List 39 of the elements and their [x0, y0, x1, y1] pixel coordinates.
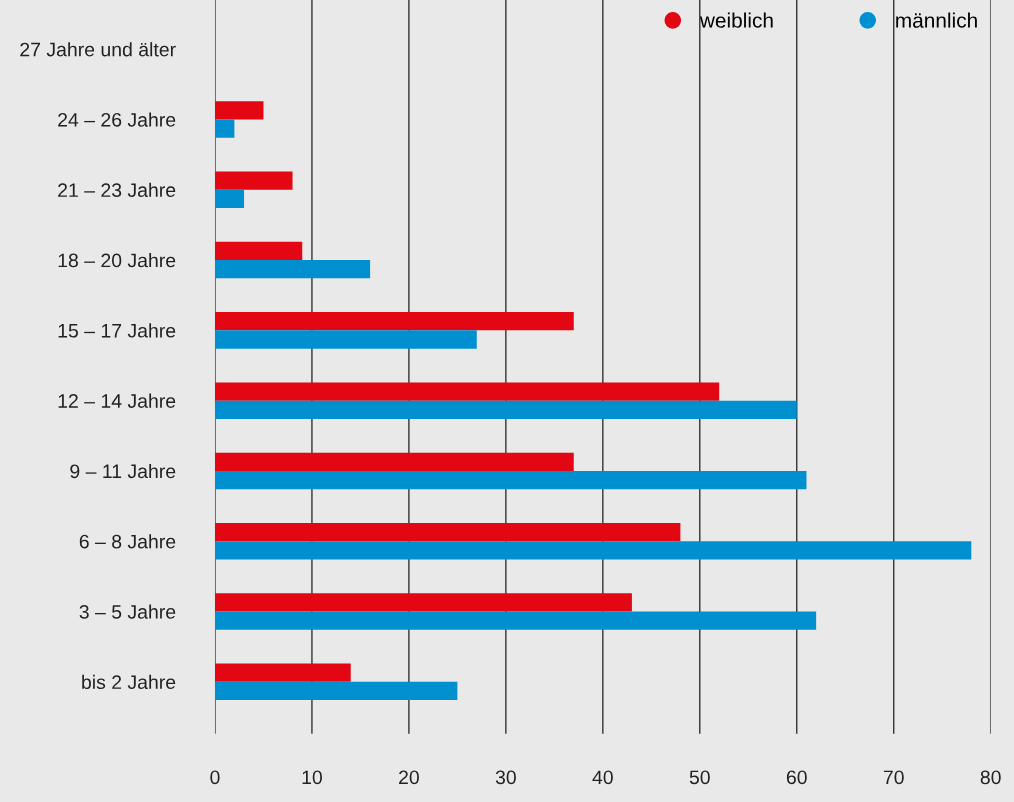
y-tick-label: 21 – 23 Jahre — [58, 182, 176, 198]
x-tick-label: 40 — [592, 770, 613, 785]
x-tick-label: 80 — [980, 770, 1001, 785]
y-tick-label: 27 Jahre und älter — [20, 42, 176, 57]
bar — [214, 611, 817, 630]
y-tick-label: 6 – 8 Jahre — [79, 534, 176, 549]
y-tick-label: 18 – 20 Jahre — [58, 253, 176, 268]
bar — [214, 541, 972, 560]
x-tick-label: 70 — [883, 770, 904, 785]
x-tick-label: 10 — [302, 770, 322, 785]
bar — [214, 681, 458, 701]
x-tick-label: 50 — [689, 770, 710, 785]
x-tick-label: 60 — [786, 770, 807, 785]
bar — [214, 663, 351, 682]
bar — [214, 400, 797, 419]
y-tick-label: bis 2 Jahre — [82, 674, 176, 690]
bar — [214, 171, 293, 190]
bar — [214, 101, 264, 120]
y-tick-label: 9 – 11 Jahre — [70, 463, 176, 479]
bar — [214, 312, 574, 331]
x-tick-label: 20 — [399, 770, 419, 785]
legend-label: männlich — [896, 12, 977, 28]
bar — [214, 189, 245, 209]
bar — [214, 452, 574, 471]
x-tick-label: 0 — [210, 770, 220, 785]
bar — [214, 522, 681, 542]
bar — [214, 382, 720, 401]
bar — [214, 470, 807, 490]
y-tick-label: 3 – 5 Jahre — [79, 604, 176, 619]
bar — [214, 593, 632, 612]
legend-label: weiblich — [699, 12, 773, 28]
y-tick-label: 24 – 26 Jahre — [58, 112, 176, 127]
bar — [214, 260, 371, 279]
y-tick-label: 12 – 14 Jahre — [58, 393, 176, 408]
bar — [214, 119, 235, 138]
y-tick-label: 15 – 17 Jahre — [58, 323, 176, 338]
bar — [214, 330, 477, 349]
x-tick-label: 30 — [495, 770, 516, 785]
bar — [214, 241, 303, 261]
